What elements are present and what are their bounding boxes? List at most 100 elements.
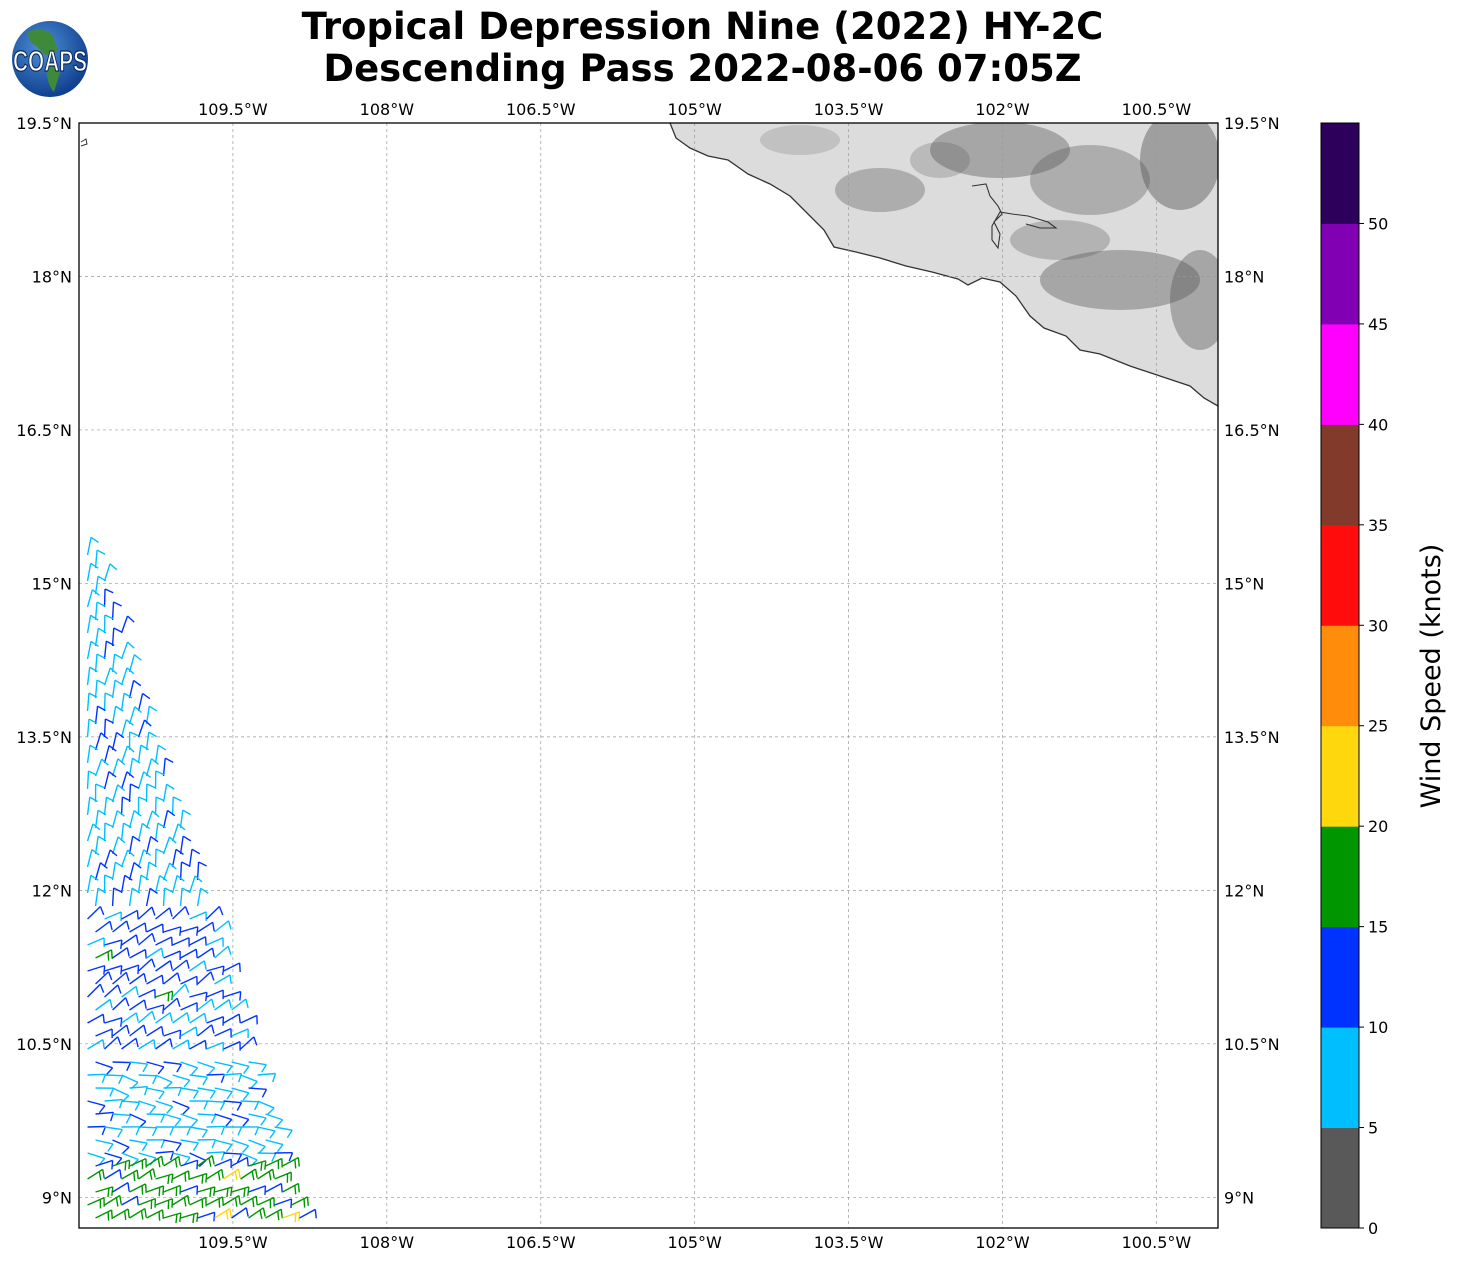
wind-barb	[146, 1209, 164, 1221]
terrain-ridge	[835, 168, 925, 212]
island-outline	[80, 138, 88, 147]
wind-barb	[138, 1152, 157, 1166]
wind-barb	[128, 731, 139, 751]
wind-barb	[197, 1211, 216, 1222]
wind-barb	[137, 874, 150, 894]
wind-barb	[111, 705, 124, 725]
map-frame	[78, 122, 1219, 1229]
wind-barb	[138, 932, 156, 946]
wind-barb	[112, 997, 130, 1011]
wind-barb	[112, 920, 130, 933]
lat-tick-label-left: 10.5°N	[16, 1035, 72, 1054]
logo-text: COAPS	[13, 46, 87, 78]
wind-barb	[231, 1087, 250, 1101]
wind-barb	[248, 1061, 267, 1073]
wind-barb	[155, 1198, 174, 1210]
wind-barb	[145, 758, 159, 777]
wind-barb	[189, 1012, 207, 1024]
wind-barb	[155, 990, 174, 1002]
wind-barb	[188, 848, 201, 868]
wind-barb	[172, 983, 190, 998]
wind-barb	[265, 1139, 284, 1153]
wind-barb	[231, 1139, 250, 1153]
wind-barb	[248, 1113, 267, 1126]
wind-barb	[111, 653, 123, 673]
wind-barb	[155, 1012, 173, 1024]
wind-barb	[189, 991, 208, 1002]
wind-barb	[112, 1159, 131, 1171]
colorbar-tick-label: 30	[1368, 616, 1388, 635]
terrain-ridge	[760, 125, 840, 155]
wind-barb	[206, 1073, 226, 1083]
wind-barb	[103, 614, 114, 634]
wind-barb	[274, 1126, 293, 1139]
wind-barb	[121, 1195, 139, 1206]
colorbar-bin	[1321, 725, 1359, 827]
colorbar-tick-label: 50	[1368, 214, 1388, 233]
wind-barb	[163, 950, 181, 961]
globe-logo-icon: COAPS	[12, 21, 88, 97]
graticule	[79, 123, 1218, 1228]
wind-barb	[155, 1038, 173, 1050]
wind-barb	[95, 1159, 114, 1170]
wind-barb	[138, 1168, 156, 1180]
wind-barb	[94, 783, 105, 803]
wind-barb	[94, 758, 109, 777]
colorbar-bin	[1321, 625, 1359, 727]
wind-barb	[145, 887, 158, 907]
wind-barb	[172, 937, 190, 947]
wind-barb	[137, 771, 152, 790]
wind-barb	[231, 1113, 250, 1127]
wind-barb	[248, 1139, 266, 1154]
lon-tick-label-bottom: 103.5°W	[814, 1233, 884, 1252]
wind-barb	[189, 1126, 208, 1138]
wind-barb	[223, 990, 242, 1001]
lake-outline	[971, 183, 1058, 250]
wind-barb	[87, 983, 105, 998]
lat-tick-label-right: 19.5°N	[1224, 114, 1280, 133]
wind-barb	[94, 627, 107, 647]
wind-barb	[94, 705, 106, 725]
wind-barb	[103, 745, 117, 764]
wind-barb	[103, 770, 117, 790]
wind-barb	[188, 875, 203, 894]
wind-barb	[95, 971, 113, 985]
colorbar-tick-label: 35	[1368, 516, 1388, 535]
wind-barb	[120, 667, 135, 686]
wind-barb	[154, 874, 168, 894]
wind-barb	[197, 971, 215, 985]
wind-barb	[223, 1152, 243, 1163]
wind-barb	[95, 998, 113, 1011]
wind-barb	[155, 907, 173, 920]
wind-barb	[138, 1197, 157, 1210]
lon-tick-label-top: 105°W	[667, 100, 722, 119]
wind-barb	[112, 1113, 132, 1124]
wind-barb	[86, 666, 98, 686]
wind-barb	[103, 588, 114, 608]
wind-barb	[87, 964, 106, 975]
lon-tick-label-bottom: 102°W	[975, 1233, 1030, 1252]
wind-barb	[94, 575, 107, 595]
wind-barb	[265, 1113, 284, 1127]
wind-barb	[257, 1100, 275, 1115]
wind-barb	[265, 1182, 283, 1193]
wind-barb	[163, 1212, 182, 1224]
wind-barb	[265, 1157, 283, 1170]
lat-tick-label-right: 9°N	[1224, 1188, 1254, 1207]
lon-tick-label-bottom: 100.5°W	[1122, 1233, 1192, 1252]
map-title-line-2: Descending Pass 2022-08-06 07:05Z	[323, 47, 1082, 90]
wind-barb	[128, 757, 141, 777]
wind-barb	[197, 1061, 216, 1076]
wind-barb	[129, 1183, 147, 1195]
axis-tick-labels: 109.5°W 109.5°W 108°W 108°W 106.5°W 106.5°W 10…	[16, 100, 1279, 1252]
wind-barb	[146, 1185, 165, 1197]
wind-barb	[171, 796, 182, 816]
wind-barb	[206, 1100, 226, 1111]
wind-barb	[104, 1098, 124, 1109]
wind-barb	[145, 731, 157, 751]
wind-barb	[121, 1126, 141, 1136]
wind-barb	[146, 1155, 164, 1168]
wind-barb	[223, 1195, 241, 1207]
wind-barb	[104, 1074, 124, 1085]
